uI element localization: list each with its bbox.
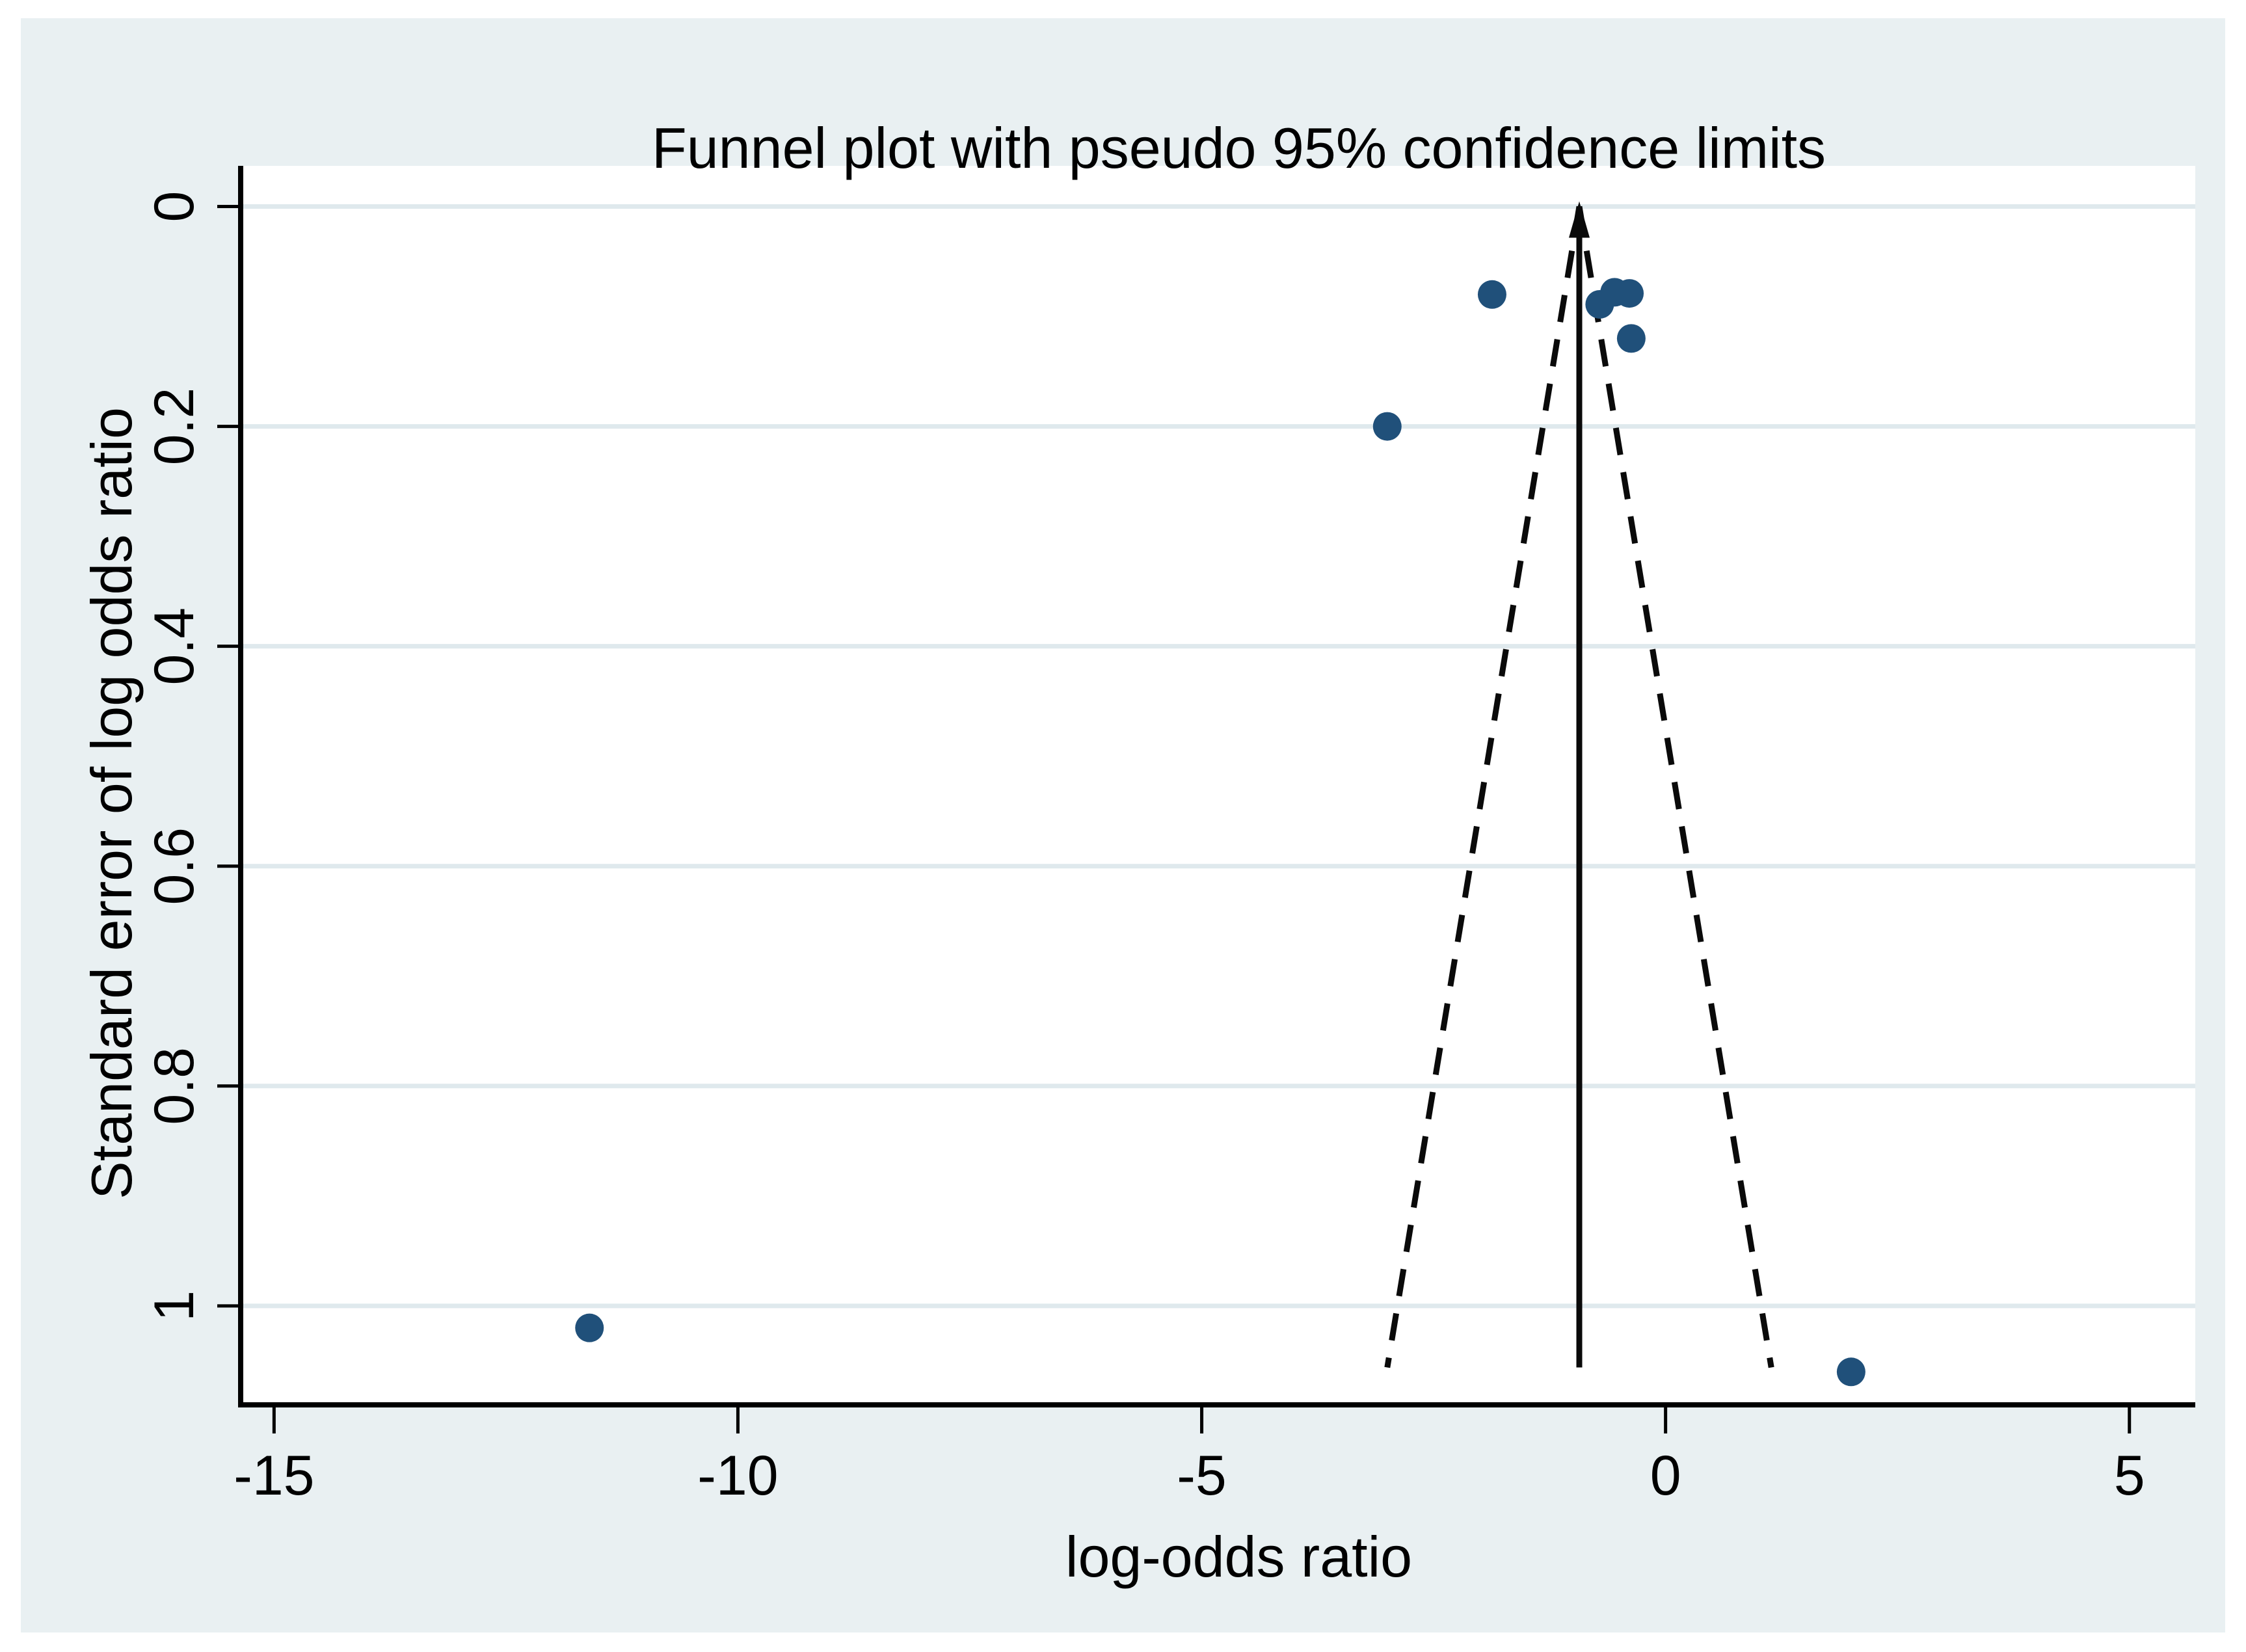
study-marker xyxy=(1836,1357,1865,1387)
y-tick-label: 0.8 xyxy=(143,1047,206,1125)
pooled-effect-arrowhead xyxy=(1569,201,1590,238)
chart-title: Funnel plot with pseudo 95% confidence l… xyxy=(651,116,1826,180)
y-tick-label: 1 xyxy=(143,1290,206,1322)
study-marker xyxy=(575,1313,604,1342)
confidence-limit-left xyxy=(1384,206,1583,1368)
study-marker xyxy=(1372,412,1402,441)
funnel-plot-figure: 0 0.2 0.4 0.6 0.8 1 -15 -10 -5 0 5 Funnel plot wit… xyxy=(21,18,2225,1632)
y-tick-label: 0 xyxy=(143,191,206,222)
x-tick-label: -10 xyxy=(697,1445,778,1507)
y-tick-label: 0.4 xyxy=(143,607,206,686)
x-axis-title: log-odds ratio xyxy=(1065,1525,1413,1589)
x-tick-label: -15 xyxy=(234,1445,314,1507)
study-marker xyxy=(1615,279,1644,308)
plot-canvas: 0 0.2 0.4 0.6 0.8 1 -15 -10 -5 0 5 xyxy=(143,166,2195,1507)
study-marker xyxy=(1477,280,1506,309)
x-tick-label: 0 xyxy=(1650,1445,1681,1507)
study-marker xyxy=(1616,324,1646,353)
y-axis-title: Standard error of log odds ratio xyxy=(79,406,144,1200)
y-tick-label: 0.6 xyxy=(143,827,206,905)
plot-area xyxy=(241,166,2195,1405)
y-tick-label: 0.2 xyxy=(143,388,206,466)
confidence-limit-right xyxy=(1576,206,1774,1368)
x-tick-label: 5 xyxy=(2114,1445,2145,1507)
x-tick-label: -5 xyxy=(1177,1445,1226,1507)
